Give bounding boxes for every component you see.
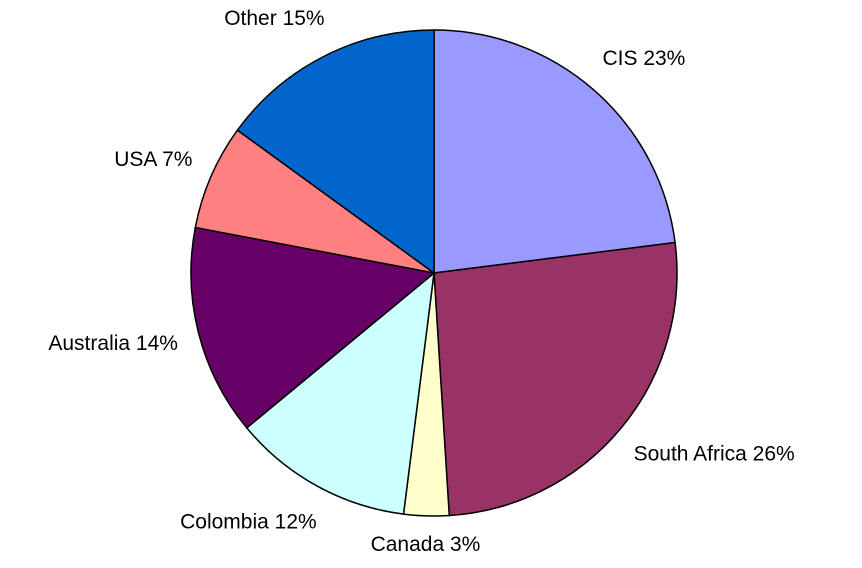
slice-category: Australia [48,331,130,354]
pie-slice [190,226,436,429]
slice-label: Colombia 12% [180,510,317,533]
slice-value: 26% [753,442,795,465]
slice-value: 15% [283,7,325,30]
pie-slice [433,241,678,517]
slice-value: 7% [162,147,192,170]
slice-value: 3% [450,532,480,555]
slice-value: 14% [136,331,178,354]
slice-category: Other [224,7,277,30]
pie-slice [245,271,435,515]
slice-label: Canada 3% [371,532,481,555]
slice-label: CIS 23% [602,47,685,70]
slice-category: USA [114,147,157,170]
slice-category: South Africa [634,442,748,465]
slice-label: USA 7% [114,147,192,170]
pie-slice [236,29,435,275]
slice-value: 23% [643,47,685,70]
slice-label: South Africa 26% [634,442,795,465]
pie-slice [194,129,435,274]
slice-category: Canada [371,532,445,555]
pie-slice [433,29,676,274]
slice-category: Colombia [180,510,269,533]
slice-label: Australia 14% [48,331,178,354]
slice-label: Other 15% [224,7,324,30]
slice-value: 12% [275,510,317,533]
slice-category: CIS [602,47,637,70]
